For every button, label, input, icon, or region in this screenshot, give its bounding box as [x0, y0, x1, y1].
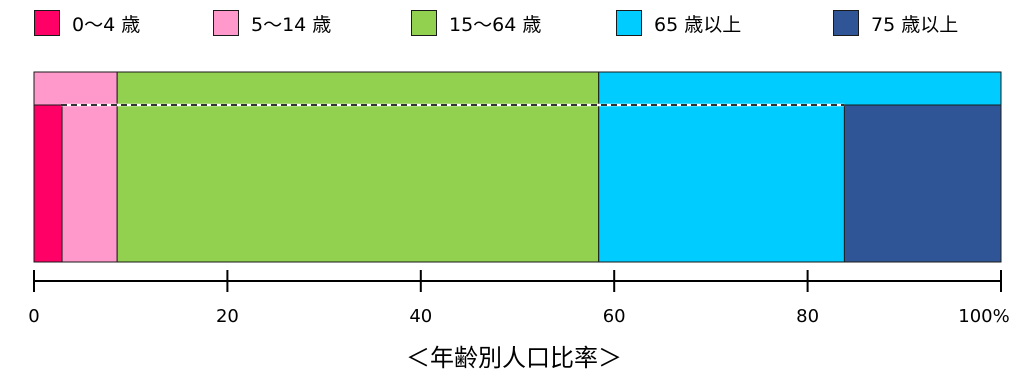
- legend-swatch-0-4: [34, 10, 60, 36]
- bar-segment-4: [843, 104, 1002, 263]
- x-tick-label-5: 100%: [958, 306, 1010, 327]
- legend-swatch-65-plus: [616, 10, 642, 36]
- legend-swatch-5-14: [213, 10, 239, 36]
- bar-segment-3: [33, 104, 63, 263]
- legend-label-15-64: 15〜64 歳: [449, 13, 542, 36]
- legend-item-75-plus: 75 歳以上: [833, 8, 958, 38]
- x-tick-label-4: 80: [796, 306, 820, 327]
- legend-label-65-plus: 65 歳以上: [654, 13, 742, 36]
- legend-item-0-4: 0〜4 歳: [34, 8, 140, 38]
- bar-segment-1: [116, 71, 600, 263]
- x-tick-label-0: 0: [28, 306, 40, 327]
- x-tick-label-1: 20: [215, 306, 239, 327]
- legend-item-5-14: 5〜14 歳: [213, 8, 331, 38]
- legend-swatch-15-64: [411, 10, 437, 36]
- x-tick-label-2: 40: [409, 306, 433, 327]
- chart-caption: ＜年齢別人口比率＞: [406, 344, 622, 372]
- legend-item-65-plus: 65 歳以上: [616, 8, 741, 38]
- legend-item-15-64: 15〜64 歳: [411, 8, 541, 38]
- x-tick-label-3: 60: [602, 306, 626, 327]
- legend-label-0-4: 0〜4 歳: [72, 13, 141, 36]
- legend-label-75-plus: 75 歳以上: [871, 13, 959, 36]
- legend-label-5-14: 5〜14 歳: [251, 13, 332, 36]
- legend-swatch-75-plus: [833, 10, 859, 36]
